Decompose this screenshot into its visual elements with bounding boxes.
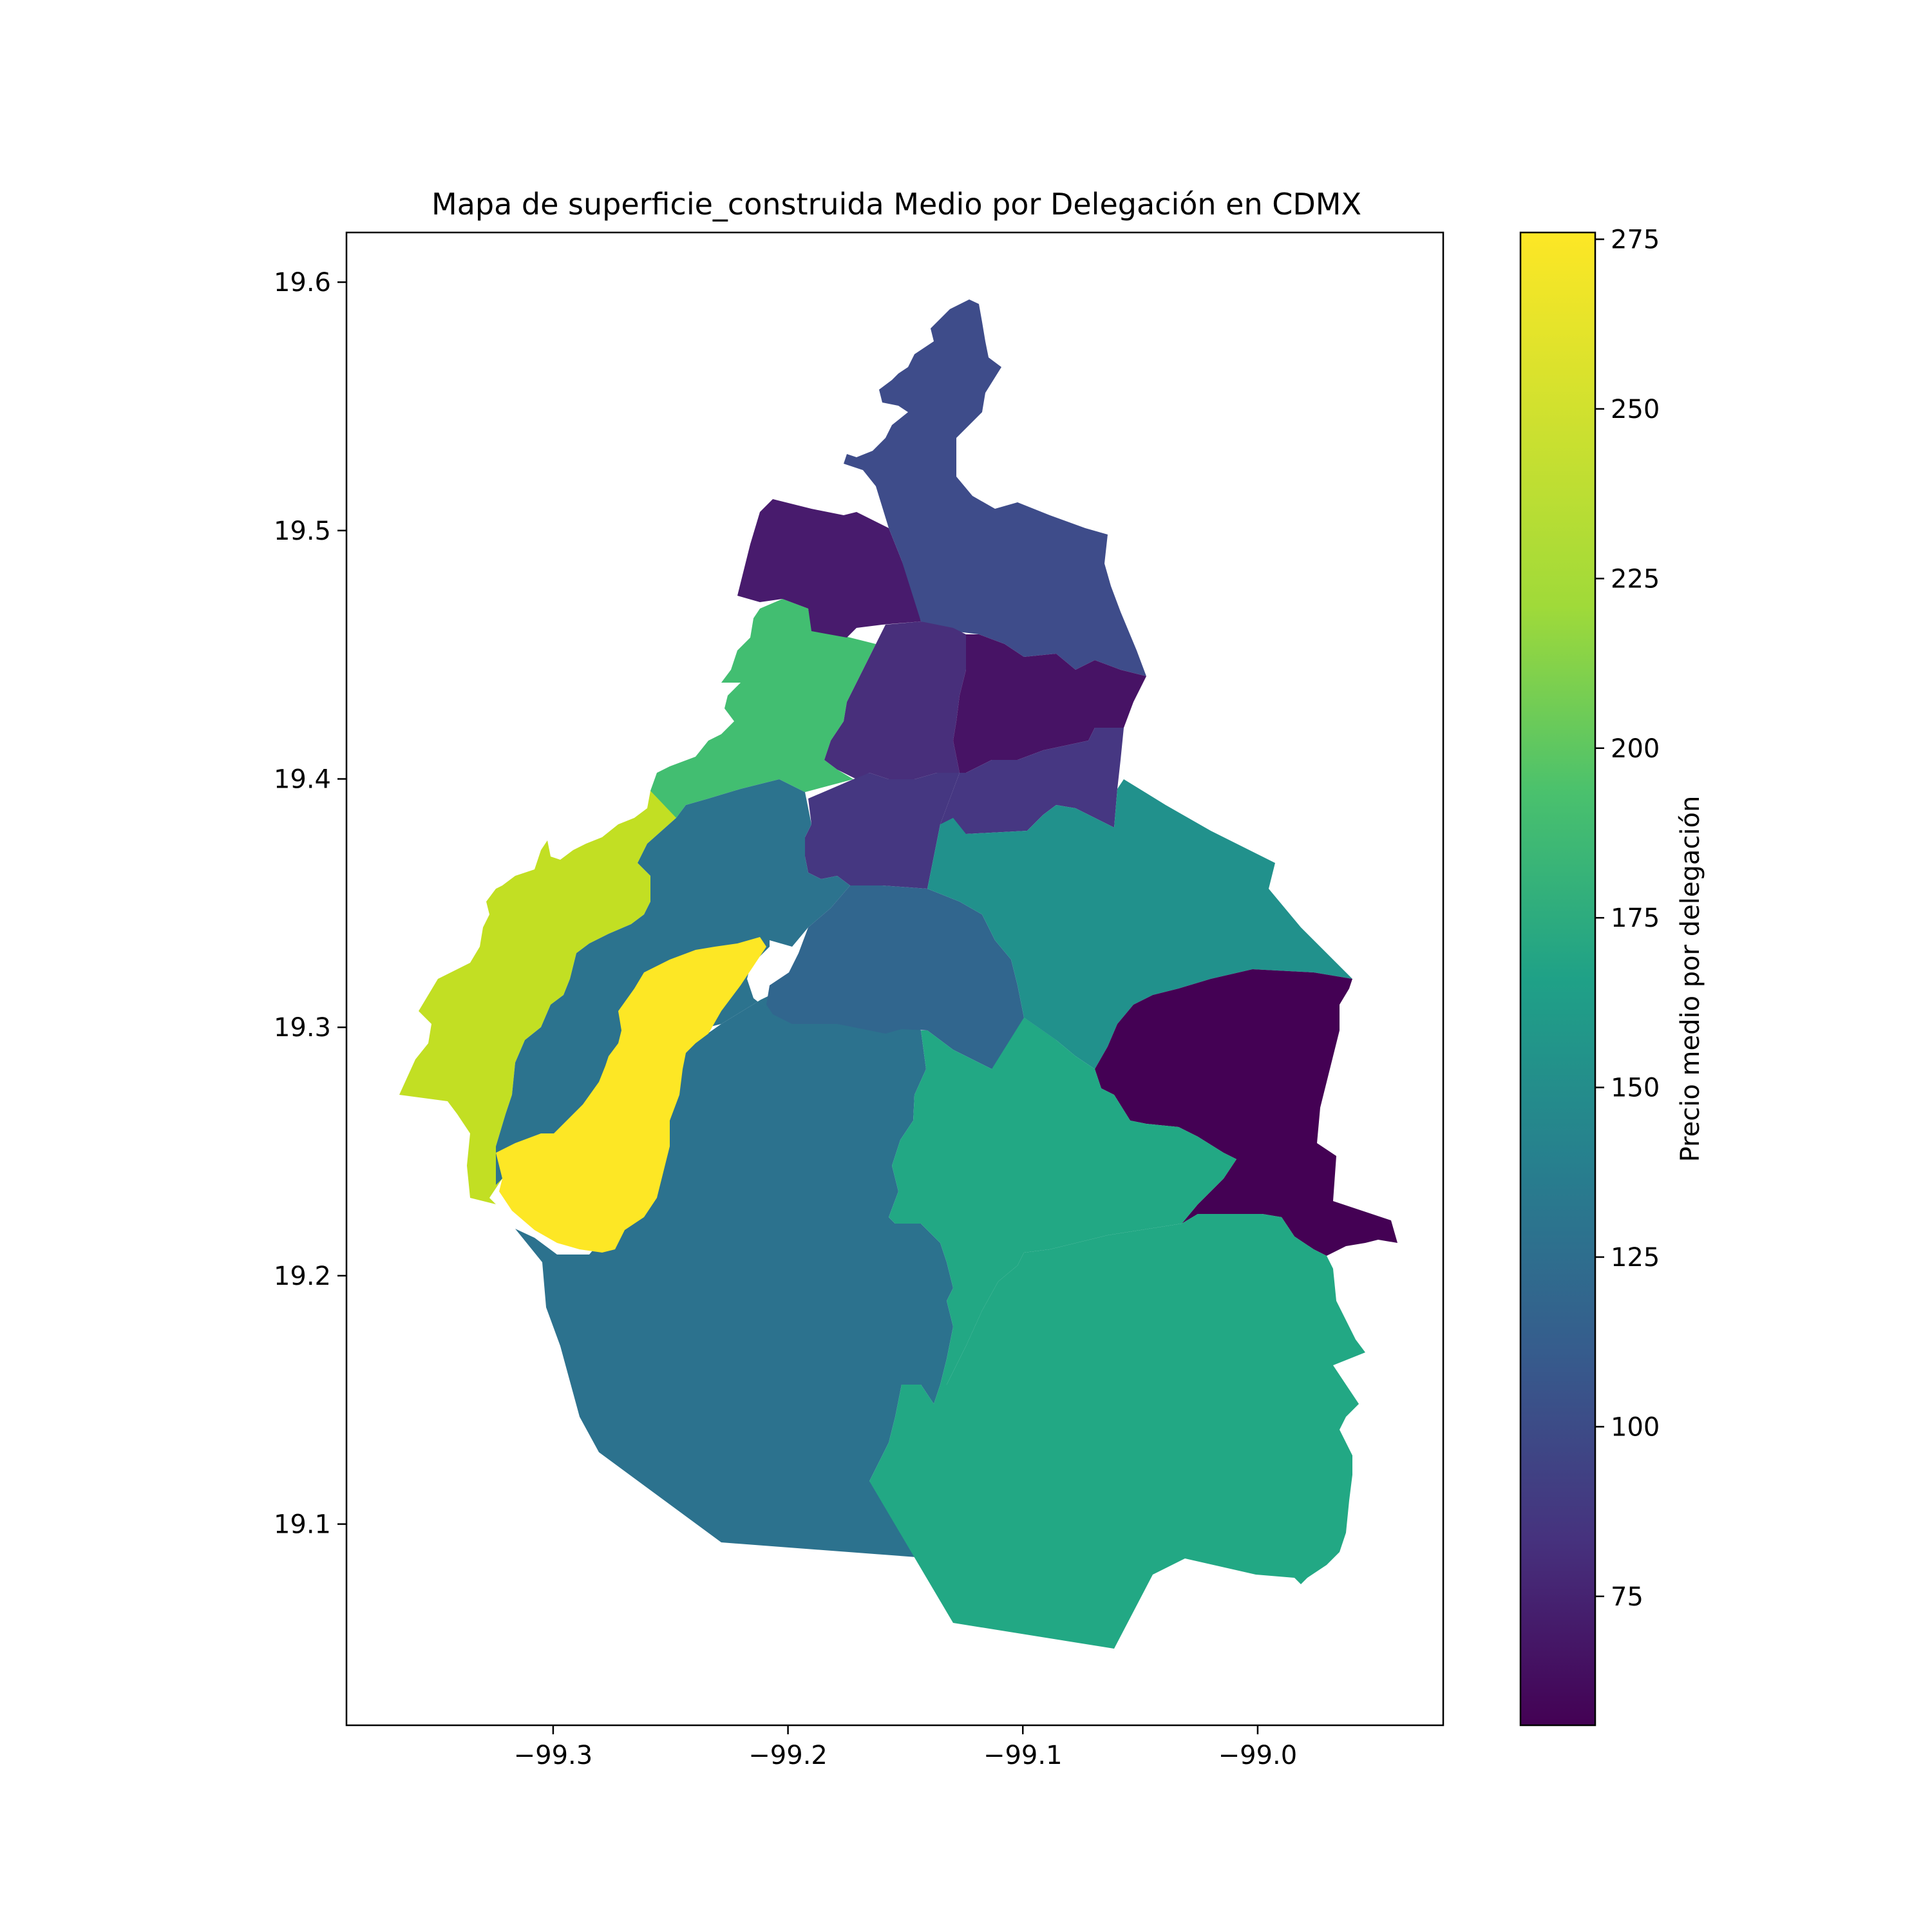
- region-southeast-north: [889, 1018, 1236, 1404]
- y-tick-label: 19.6: [274, 268, 331, 298]
- y-axis: 19.1 19.2 19.3 19.4 19.5 19.6: [274, 268, 346, 1540]
- x-tick-label: −99.1: [983, 1741, 1063, 1770]
- region-west-green: [650, 599, 876, 818]
- plot-area-frame: [345, 231, 1444, 1727]
- y-tick-label: 19.1: [274, 1510, 331, 1540]
- map-regions: [399, 299, 1397, 1649]
- region-southeast: [869, 1214, 1365, 1649]
- y-tick-label: 19.2: [274, 1262, 331, 1291]
- colorbar-tick-label: 175: [1611, 904, 1660, 933]
- region-north: [844, 299, 1146, 676]
- colorbar-label: Precio medio por delegación: [1676, 796, 1705, 1162]
- colorbar-tick-label: 225: [1611, 564, 1660, 594]
- colorbar-tick-label: 125: [1611, 1243, 1660, 1273]
- y-tick-label: 19.5: [274, 516, 331, 546]
- x-tick-label: −99.2: [748, 1741, 828, 1770]
- region-south-center: [766, 886, 1056, 1069]
- region-east: [927, 779, 1352, 1069]
- colorbar-tick-label: 75: [1611, 1582, 1643, 1612]
- y-tick-label: 19.3: [274, 1013, 331, 1043]
- region-far-east: [1095, 969, 1397, 1256]
- region-south: [515, 979, 953, 1558]
- colorbar-ticks: 75 100 125 150 175 200 225 250 275: [1595, 225, 1660, 1612]
- colorbar-frame: [1519, 231, 1596, 1727]
- x-tick-label: −99.0: [1218, 1741, 1298, 1770]
- region-central: [824, 621, 966, 779]
- region-south-central: [940, 728, 1124, 834]
- colorbar: 75 100 125 150 175 200 225 250 275 Precio medio …: [1519, 225, 1705, 1727]
- region-southwest: [496, 937, 766, 1253]
- region-central-east: [953, 634, 1146, 773]
- colorbar-tick-label: 250: [1611, 395, 1660, 424]
- colorbar-tick-label: 150: [1611, 1074, 1660, 1103]
- colorbar-tick-label: 275: [1611, 225, 1660, 255]
- x-tick-label: −99.3: [514, 1741, 593, 1770]
- colorbar-tick-label: 200: [1611, 734, 1660, 764]
- chart-title: Mapa de superficie_construida Medio por …: [431, 187, 1361, 222]
- region-center-south: [805, 773, 960, 889]
- colorbar-tick-label: 100: [1611, 1412, 1660, 1442]
- x-axis: −99.3 −99.2 −99.1 −99.0: [514, 1725, 1298, 1770]
- colorbar-gradient: [1520, 232, 1595, 1725]
- region-far-west: [399, 782, 679, 1204]
- y-tick-label: 19.4: [274, 765, 331, 795]
- region-northwest: [737, 499, 921, 638]
